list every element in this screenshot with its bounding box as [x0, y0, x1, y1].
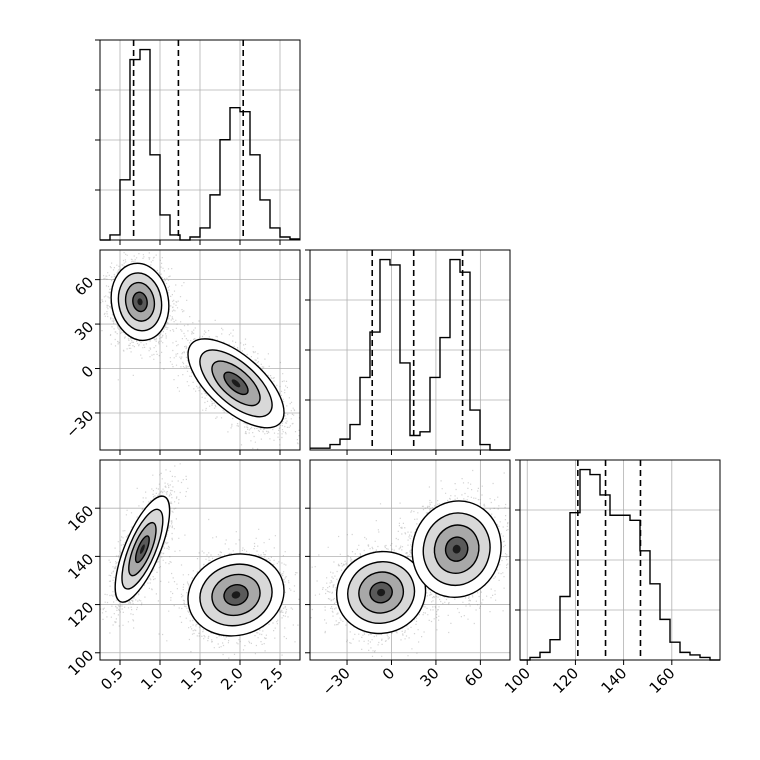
x-tick-label: 160 — [646, 664, 679, 697]
scatter-content — [100, 463, 300, 660]
histogram-panel-2: 100 120 140 160 — [501, 459, 721, 697]
panel-frame — [309, 249, 511, 451]
y-tick-label: 30 — [71, 318, 97, 344]
histogram-panel-0 — [95, 39, 301, 245]
panel-frame — [99, 39, 301, 241]
panel-frame — [309, 459, 511, 661]
density-peak — [231, 591, 241, 599]
scatter-panel-0-1: −30 0 30 60 — [62, 249, 301, 455]
x-tick-label: 100 — [501, 664, 534, 697]
x-tick-label: 1.0 — [137, 664, 167, 694]
y-tick-label: 100 — [64, 646, 97, 679]
x-tick-label: 60 — [461, 664, 487, 690]
density-peak — [139, 544, 145, 554]
panel-frame — [99, 249, 301, 451]
scatter-panel-0-2: 0.5 1.0 1.5 2.0 2.5 100 120 140 160 — [64, 459, 301, 694]
x-tick-label: 140 — [597, 664, 630, 697]
density-peak — [137, 298, 143, 306]
x-tick-label: 0.5 — [97, 664, 127, 694]
x-tick-label: 0 — [379, 664, 398, 683]
histogram-step-line — [100, 48, 300, 241]
y-tick-label: 140 — [64, 550, 97, 583]
y-tick-label: −30 — [62, 407, 97, 442]
density-peak — [231, 379, 241, 388]
x-tick-label: 1.5 — [177, 664, 207, 694]
x-tick-label: 2.5 — [257, 664, 287, 694]
y-tick-label: 160 — [64, 502, 97, 535]
scatter-content — [100, 252, 300, 450]
y-tick-label: 120 — [64, 598, 97, 631]
histogram-step-line — [310, 258, 510, 451]
y-tick-label: 60 — [71, 273, 97, 299]
histogram-step-line — [520, 468, 720, 661]
density-peak — [452, 544, 461, 554]
density-peak — [377, 588, 386, 597]
panel-frame — [519, 459, 721, 661]
x-tick-label: 2.0 — [217, 664, 247, 694]
x-tick-label: 120 — [549, 664, 582, 697]
histogram-panel-1 — [305, 249, 511, 455]
panel-frame — [99, 459, 301, 661]
y-tick-label: 0 — [78, 362, 97, 381]
x-tick-label: −30 — [319, 664, 354, 699]
scatter-panel-1-2: −30 0 30 60 — [305, 459, 511, 699]
x-tick-label: 30 — [417, 664, 443, 690]
scatter-content — [310, 469, 510, 657]
